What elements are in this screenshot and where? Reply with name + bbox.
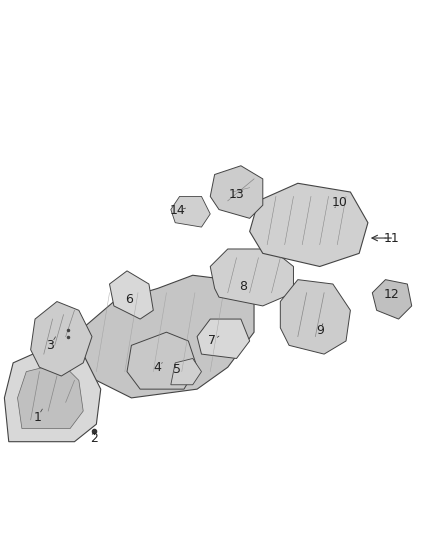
Text: 2: 2 [90, 432, 98, 445]
Text: 9: 9 [316, 324, 324, 336]
PathPatch shape [127, 332, 197, 389]
PathPatch shape [210, 166, 263, 219]
PathPatch shape [280, 280, 350, 354]
Text: 1: 1 [33, 411, 41, 424]
Text: 14: 14 [170, 204, 185, 217]
Text: 7: 7 [208, 335, 216, 348]
PathPatch shape [197, 319, 250, 359]
Text: 11: 11 [384, 231, 400, 245]
PathPatch shape [4, 345, 101, 442]
PathPatch shape [372, 280, 412, 319]
PathPatch shape [31, 302, 92, 376]
Text: 6: 6 [125, 293, 133, 306]
PathPatch shape [250, 183, 368, 266]
Text: 8: 8 [239, 280, 247, 293]
PathPatch shape [171, 359, 201, 385]
Text: 13: 13 [229, 188, 244, 201]
PathPatch shape [171, 197, 210, 227]
Text: 10: 10 [332, 197, 347, 209]
Text: 5: 5 [173, 363, 181, 376]
Text: 12: 12 [384, 288, 400, 302]
Text: 3: 3 [46, 339, 54, 352]
PathPatch shape [18, 363, 83, 429]
PathPatch shape [110, 271, 153, 319]
PathPatch shape [79, 275, 254, 398]
PathPatch shape [210, 249, 293, 306]
Text: 4: 4 [154, 361, 162, 374]
